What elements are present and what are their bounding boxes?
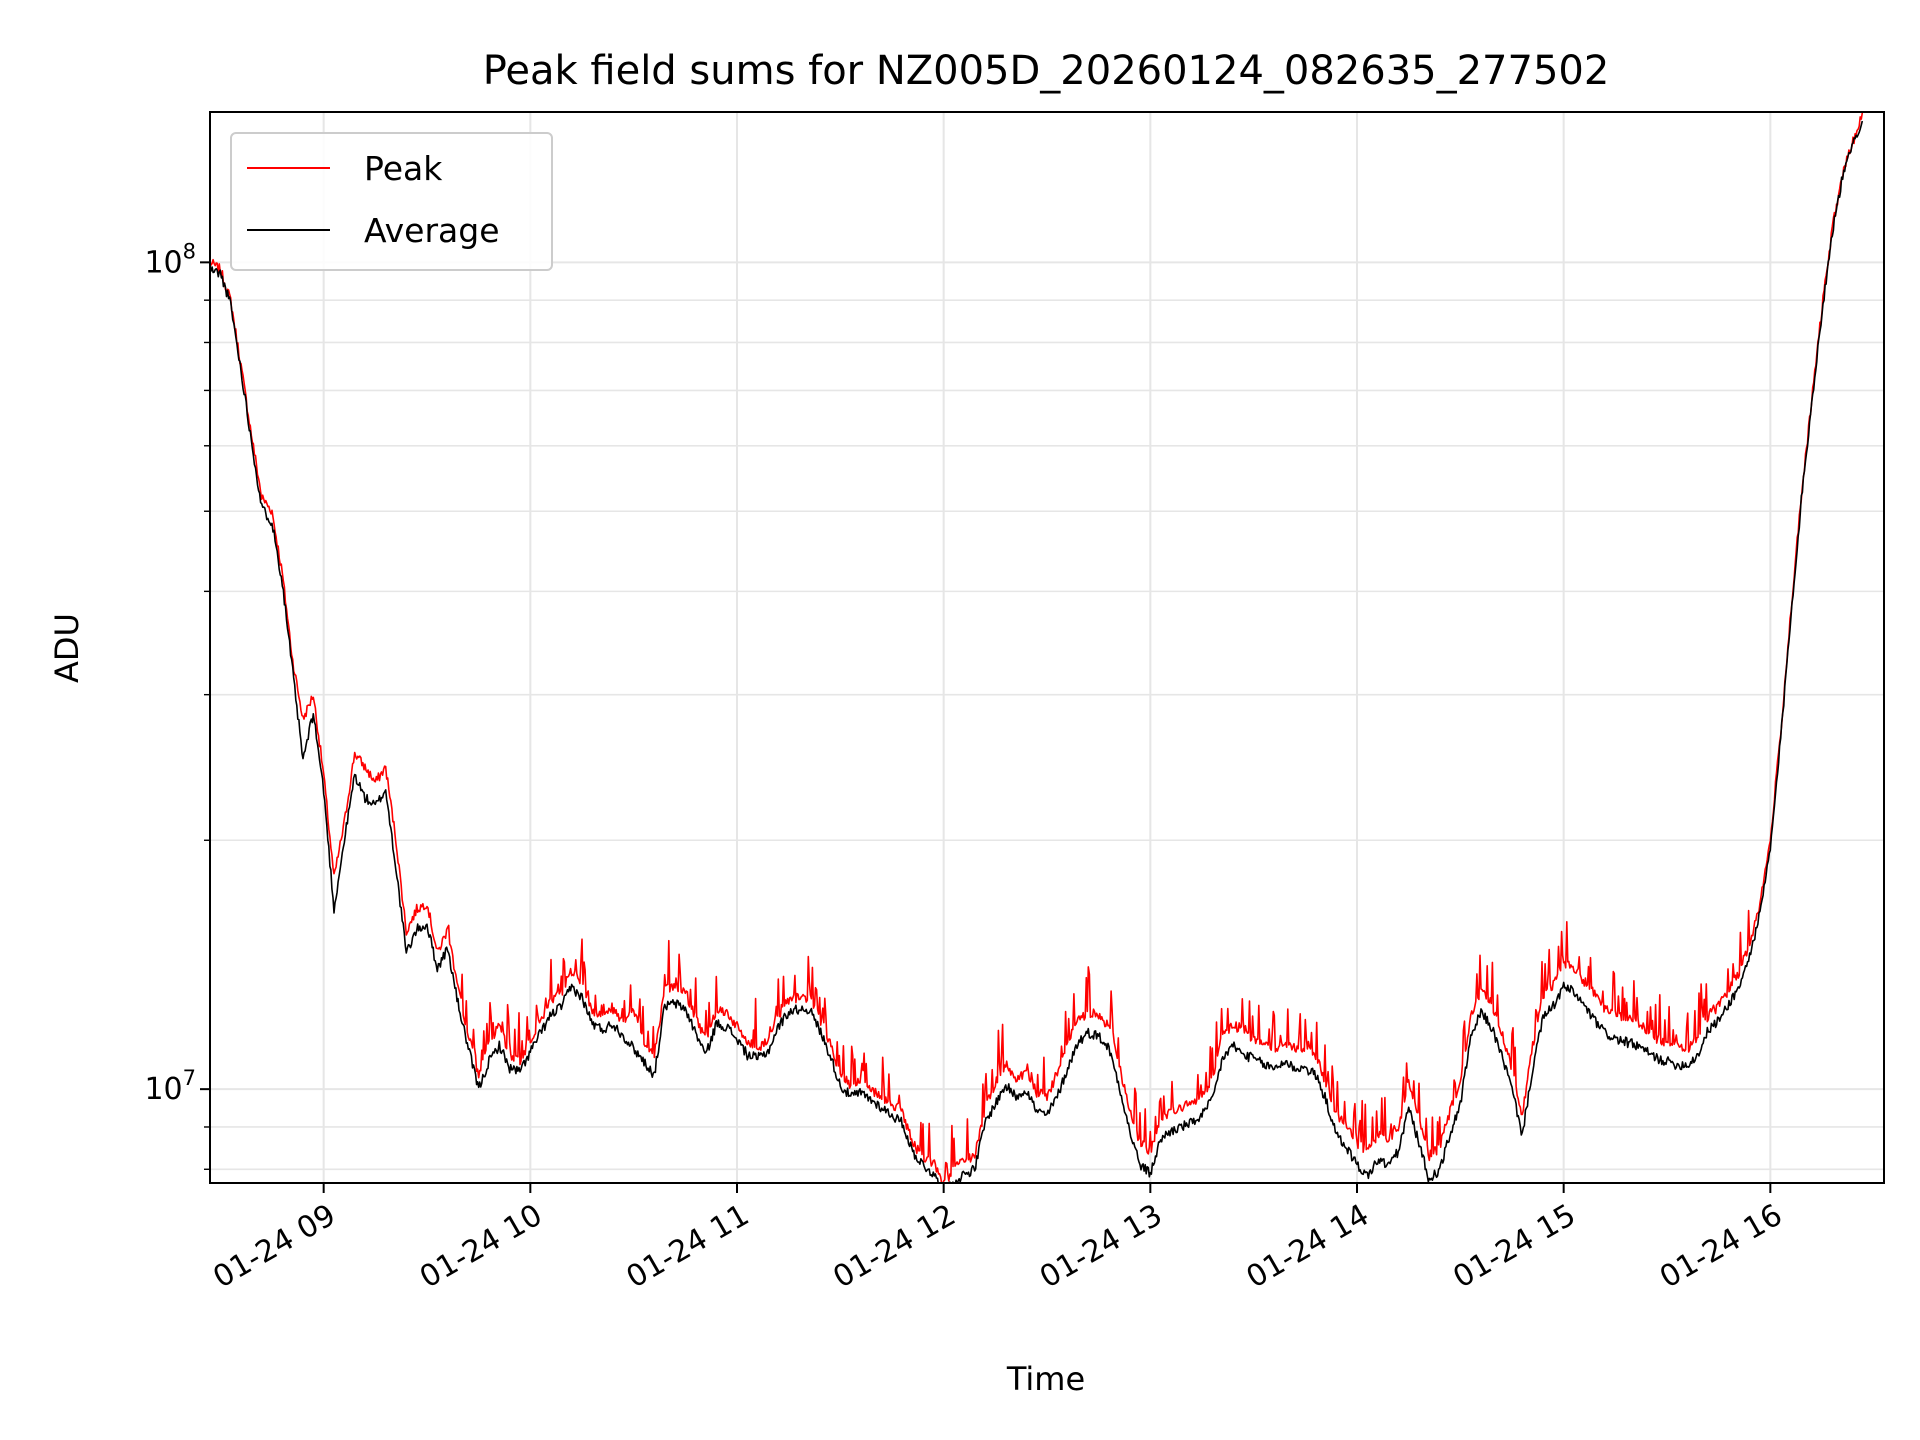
chart-title: Peak field sums for NZ005D_20260124_0826… [483, 48, 1610, 94]
series-line-peak [210, 112, 1864, 1183]
legend: Peak Average [230, 132, 553, 271]
x-axis-label: Time [1006, 1360, 1085, 1398]
y-tick-label-0: 107 [144, 1066, 196, 1107]
y-axis: 107 108 [144, 239, 210, 1170]
legend-label-average: Average [364, 211, 500, 250]
series-line-average [210, 120, 1864, 1183]
y-axis-label: ADU [48, 613, 86, 683]
y-tick-label-1: 108 [144, 239, 196, 280]
legend-label-peak: Peak [364, 149, 443, 188]
plot-frame [209, 111, 1885, 1184]
grid [210, 112, 1884, 1183]
